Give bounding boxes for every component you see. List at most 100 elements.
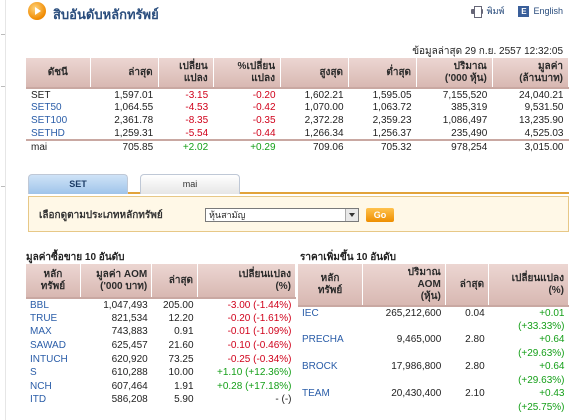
market-tabs: SET mai xyxy=(28,172,569,194)
aom-symbol-link[interactable]: S xyxy=(30,367,37,379)
gain-last: 2.10 xyxy=(465,388,485,400)
index-name[interactable]: SET50 xyxy=(31,102,62,113)
index-low: 1,256.37 xyxy=(372,127,412,139)
index-table: ดัชนี ล่าสุด เปลี่ยน แปลง %เปลี่ยน แปลง สูงสุด… xyxy=(26,58,570,153)
index-column-header: สูงสุด xyxy=(280,58,350,88)
english-icon: E xyxy=(518,5,530,17)
english-link[interactable]: E English xyxy=(518,5,563,17)
aom-last: 5.90 xyxy=(174,394,194,406)
aom-value: 1,047,493 xyxy=(80,297,152,312)
aom-last: 73.25 xyxy=(168,353,194,365)
gain-row: PRECHA 9,465,000 2.80 +0.64 xyxy=(298,333,569,347)
gain-symbol-link[interactable]: IEC xyxy=(298,305,363,320)
index-value: 9,531.50 xyxy=(524,102,564,113)
aom-value: 625,457 xyxy=(111,340,148,352)
index-last: 1,597.01 xyxy=(90,87,159,101)
go-button[interactable]: Go xyxy=(366,208,394,222)
aom-row: BBL 1,047,493 205.00 -3.00 (-1.44%) xyxy=(26,297,296,312)
aom-last: 1.91 xyxy=(174,380,194,392)
index-last: 705.85 xyxy=(90,139,159,153)
index-column-header: ปริมาณ ('000 หุ้น) xyxy=(416,58,493,88)
aom-row: SAWAD 625,457 21.60 -0.10 (-0.46%) xyxy=(26,339,296,353)
index-value: 13,235.90 xyxy=(519,115,564,126)
gain-column-header: ล่าสุด xyxy=(445,264,490,306)
tab-set[interactable]: SET xyxy=(28,174,128,194)
aom-row: S 610,288 10.00 +1.10 (+12.36%) xyxy=(26,366,296,380)
gain-empty-cell xyxy=(298,401,363,415)
gain-empty-cell xyxy=(445,347,488,361)
index-volume: 235,490 xyxy=(451,127,488,139)
tab-mai[interactable]: mai xyxy=(140,174,240,194)
index-pct-change: +0.29 xyxy=(213,139,281,153)
aom-symbol-link[interactable]: NCH xyxy=(30,380,52,392)
aom-last: 21.60 xyxy=(168,340,194,352)
index-low: 1,595.05 xyxy=(348,87,417,101)
aom-value: 743,883 xyxy=(111,326,148,338)
aom-column-header: หลัก ทรัพย์ xyxy=(26,264,81,298)
gain-change: +0.64 xyxy=(539,361,565,373)
index-name[interactable]: SET100 xyxy=(31,115,68,126)
aom-section-title: มูลค่าซื้อขาย 10 อันดับ xyxy=(26,252,125,263)
index-pct-change: -0.20 xyxy=(213,87,281,101)
gain-symbol-link[interactable]: TEAM xyxy=(302,388,330,400)
left-border xyxy=(0,0,6,420)
aom-value: 607,464 xyxy=(111,380,148,392)
left-tick xyxy=(1,34,5,35)
gain-row-pct: (+33.33%) xyxy=(298,320,569,334)
index-high: 1,602.21 xyxy=(280,87,349,101)
index-high: 2,372.28 xyxy=(304,115,344,126)
aom-last: 10.00 xyxy=(168,367,194,379)
index-value: 24,040.21 xyxy=(492,87,569,101)
gain-last: 2.80 xyxy=(465,361,485,373)
aom-change: +0.28 (+17.18%) xyxy=(217,380,292,392)
index-change: -4.53 xyxy=(185,102,209,113)
index-row: mai 705.85 +2.02 +0.29 709.06 705.32 978,254 3,… xyxy=(26,139,569,153)
aom-symbol-link[interactable]: SAWAD xyxy=(30,340,66,352)
aom-symbol-link[interactable]: TRUE xyxy=(30,312,58,324)
header-actions: พิมพ์ E English xyxy=(470,4,563,18)
aom-symbol-link[interactable]: ITD xyxy=(30,394,47,406)
gain-pct-change: (+25.75%) xyxy=(518,401,565,413)
aom-last: 0.91 xyxy=(174,326,194,338)
aom-symbol-link[interactable]: BBL xyxy=(26,297,81,312)
gain-volume: 9,465,000 xyxy=(396,334,442,346)
index-pct-change: -0.35 xyxy=(252,115,276,126)
gain-empty-cell xyxy=(363,401,446,415)
aom-symbol-link[interactable]: INTUCH xyxy=(30,353,68,365)
top-aom-table: หลัก ทรัพย์ มูลค่า AOM ('000 บาท) ล่าสุด เปลี… xyxy=(26,264,296,407)
gain-empty-cell xyxy=(363,320,446,334)
gain-empty-cell xyxy=(445,401,488,415)
index-change: -8.35 xyxy=(185,115,209,126)
index-name[interactable]: SETHD xyxy=(31,127,65,139)
gain-empty-cell xyxy=(445,320,488,334)
index-last: 1,064.55 xyxy=(114,102,154,113)
index-column-header: มูลค่า (ล้านบาท) xyxy=(492,58,570,88)
play-circle-icon xyxy=(28,2,46,20)
aom-change: -0.10 (-0.46%) xyxy=(227,340,292,352)
print-link[interactable]: พิมพ์ xyxy=(470,4,505,18)
gain-change: +0.64 xyxy=(539,334,565,346)
security-type-select[interactable]: หุ้นสามัญ xyxy=(205,208,359,222)
index-row: SET 1,597.01 -3.15 -0.20 1,602.21 1,595.05 7,1… xyxy=(26,87,569,101)
index-column-header: ดัชนี xyxy=(26,58,91,88)
aom-symbol-link[interactable]: MAX xyxy=(30,326,52,338)
last-updated: ข้อมูลล่าสุด 29 ก.ย. 2557 12:32:05 xyxy=(412,46,563,57)
index-high: 709.06 xyxy=(280,139,349,153)
gain-empty-cell xyxy=(298,374,363,388)
left-tick xyxy=(1,86,5,87)
gain-symbol-link[interactable]: BROCK xyxy=(302,361,338,373)
index-row: SETHD 1,259.31 -5.54 -0.44 1,266.34 1,256.37 2… xyxy=(26,127,569,140)
gain-row-pct: (+29.63%) xyxy=(298,374,569,388)
chevron-down-icon xyxy=(345,209,358,221)
gain-last: 0.04 xyxy=(445,305,489,320)
gain-row: BROCK 17,986,800 2.80 +0.64 xyxy=(298,360,569,374)
print-label: พิมพ์ xyxy=(486,6,505,16)
gain-symbol-link[interactable]: PRECHA xyxy=(302,334,344,346)
aom-row: INTUCH 620,920 73.25 -0.25 (-0.34%) xyxy=(26,352,296,366)
index-column-header: ล่าสุด xyxy=(90,58,159,88)
index-low: 1,063.72 xyxy=(372,102,412,113)
security-type-selector: เลือกดูตามประเภทหลักทรัพย์ หุ้นสามัญ Go xyxy=(28,196,569,232)
aom-column-header: ล่าสุด xyxy=(151,264,199,298)
aom-change: +1.10 (+12.36%) xyxy=(217,367,292,379)
index-name: mai xyxy=(26,139,91,153)
